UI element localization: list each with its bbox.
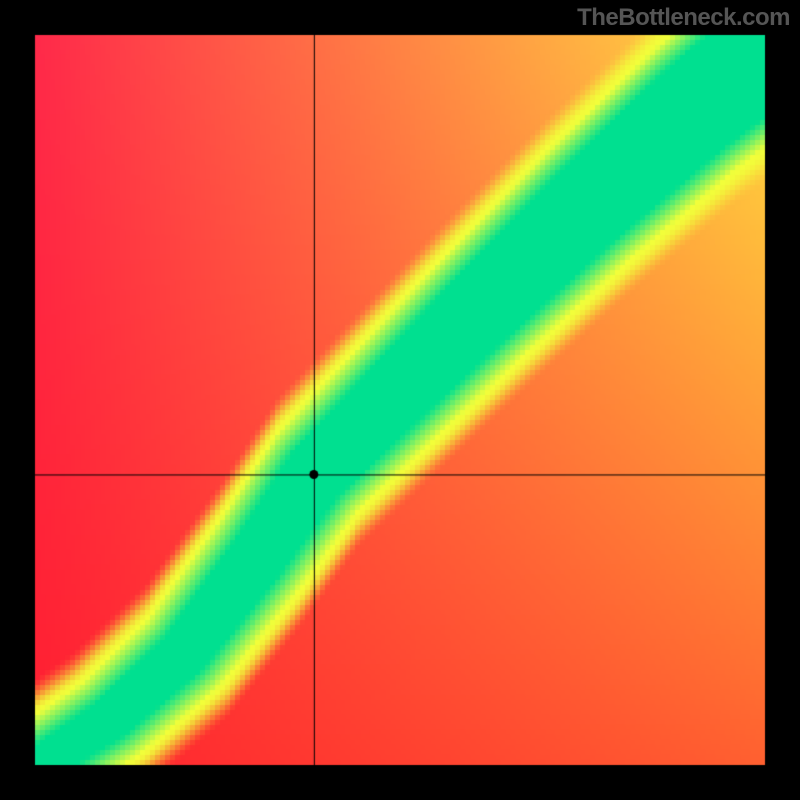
watermark-label: TheBottleneck.com xyxy=(577,4,790,32)
heatmap-canvas xyxy=(0,0,800,800)
chart-container: TheBottleneck.com xyxy=(0,0,800,800)
